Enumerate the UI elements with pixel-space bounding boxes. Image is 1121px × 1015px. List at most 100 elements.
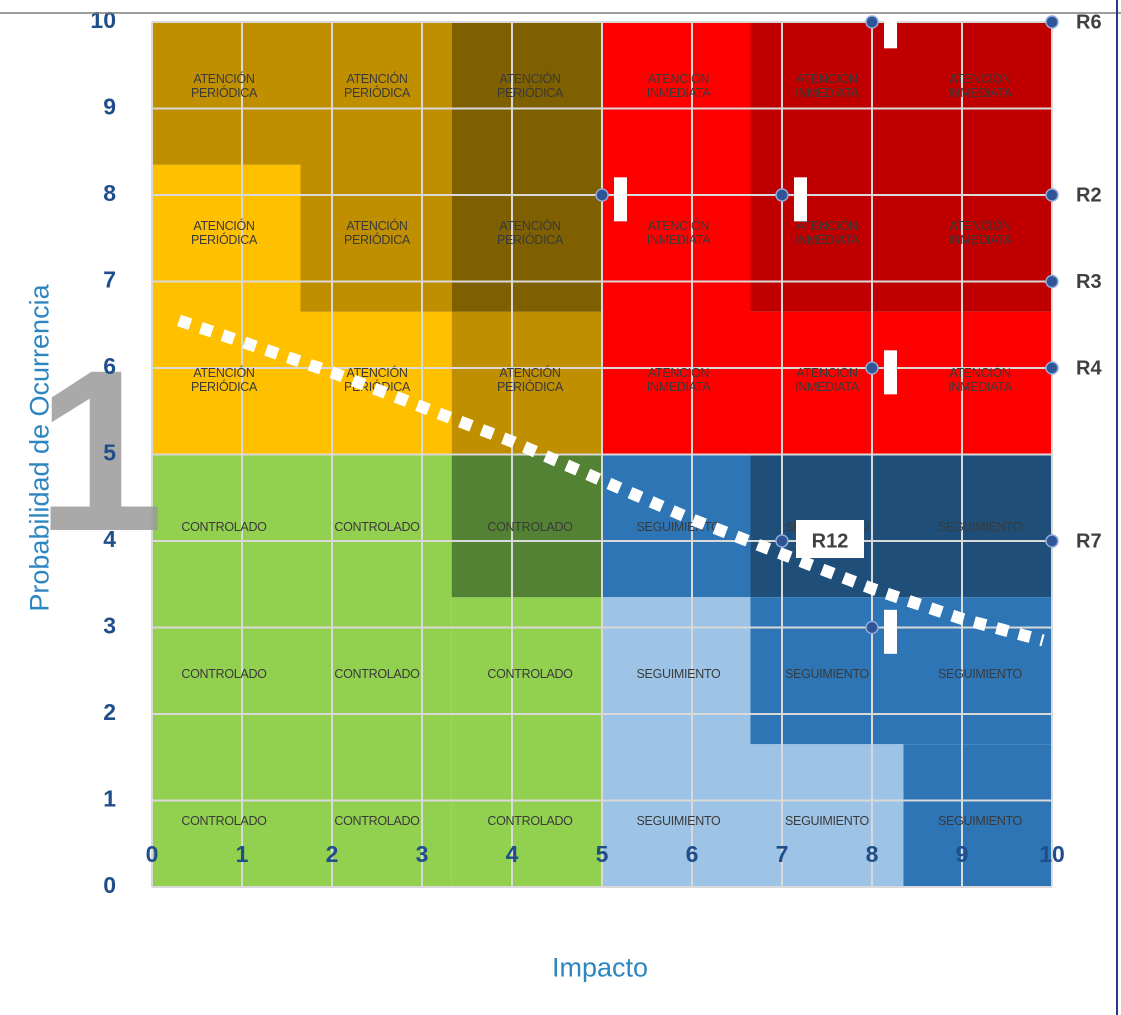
point-marker-bar <box>884 609 897 654</box>
zone-label: SEGUIMIENTO <box>637 814 722 828</box>
x-tick-label: 6 <box>686 841 699 867</box>
y-tick-label: 5 <box>103 440 116 466</box>
point-marker-bar <box>794 177 807 222</box>
data-points <box>595 15 1059 635</box>
point-label: R2 <box>1076 184 1102 206</box>
data-point <box>865 361 879 375</box>
risk-zone <box>602 597 751 887</box>
watermark: 1 <box>36 322 164 579</box>
zone-label: SEGUIMIENTO <box>938 667 1023 681</box>
zone-label: ATENCIÓN INMEDIATA <box>647 71 711 100</box>
zone-label: SEGUIMIENTO <box>938 520 1023 534</box>
risk-zone <box>451 597 602 887</box>
data-point <box>775 188 789 202</box>
risk-zone <box>451 454 602 598</box>
y-tick-label: 1 <box>103 786 116 812</box>
zone-label: ATENCIÓN PERIÓDICA <box>497 71 564 100</box>
x-tick-label: 9 <box>956 841 969 867</box>
point-labels: R6 R2 R3 R4 R12 R7 <box>796 11 1102 558</box>
risk-zone <box>152 164 301 455</box>
x-tick-label: 1 <box>236 841 249 867</box>
risk-zone <box>451 311 602 455</box>
zone-label: ATENCIÓN PERIÓDICA <box>344 218 411 247</box>
zone-label: CONTROLADO <box>334 667 420 681</box>
grid-lines <box>151 21 1053 888</box>
risk-zone <box>750 22 1052 312</box>
x-axis-ticks: 0 1 2 3 4 5 6 7 8 9 10 <box>146 841 1065 867</box>
data-point <box>595 188 609 202</box>
risk-zone <box>300 311 452 455</box>
point-label: R3 <box>1076 271 1102 293</box>
zone-label: ATENCIÓN INMEDIATA <box>795 71 859 100</box>
point-marker-bar <box>614 177 627 222</box>
x-tick-label: 2 <box>326 841 339 867</box>
data-point <box>1045 15 1059 29</box>
zone-label: SEGUIMIENTO <box>637 520 722 534</box>
x-tick-label: 4 <box>506 841 519 867</box>
risk-zones <box>152 22 1052 887</box>
zone-label: CONTROLADO <box>487 667 573 681</box>
data-point <box>1045 534 1059 548</box>
zone-label: ATENCIÓN INMEDIATA <box>647 365 711 394</box>
risk-zone <box>300 22 452 312</box>
zone-label: SEGUIMIENTO <box>637 667 722 681</box>
data-point <box>1045 361 1059 375</box>
x-tick-label: 5 <box>596 841 609 867</box>
y-tick-label: 8 <box>103 180 116 206</box>
risk-zone <box>152 22 301 165</box>
risk-threshold-line <box>177 314 1045 647</box>
zone-label: ATENCIÓN INMEDIATA <box>948 365 1012 394</box>
zone-label: ATENCIÓN INMEDIATA <box>948 218 1012 247</box>
zone-label: SEGUIMIENTO <box>938 814 1023 828</box>
x-tick-label: 10 <box>1039 841 1065 867</box>
y-tick-label: 9 <box>103 94 116 120</box>
point-label: R6 <box>1076 11 1102 33</box>
x-axis-title: Impacto <box>551 952 649 983</box>
point-label: R12 <box>812 530 849 552</box>
risk-zone <box>750 744 904 887</box>
zone-label: CONTROLADO <box>487 520 573 534</box>
zone-label: ATENCIÓN PERIÓDICA <box>191 365 258 394</box>
risk-zone <box>451 22 602 312</box>
data-point <box>775 534 789 548</box>
point-label: R7 <box>1076 530 1102 552</box>
point-marker-bar <box>884 4 897 49</box>
x-tick-label: 0 <box>146 841 159 867</box>
y-tick-label: 2 <box>103 699 116 725</box>
y-tick-label: 3 <box>103 613 116 639</box>
x-tick-label: 8 <box>866 841 879 867</box>
zone-label: ATENCIÓN INMEDIATA <box>647 218 711 247</box>
data-point <box>865 15 879 29</box>
y-tick-label: 7 <box>103 267 116 293</box>
zone-label: CONTROLADO <box>487 814 573 828</box>
y-axis-ticks: 0 1 2 3 4 5 6 7 8 9 10 <box>90 7 116 898</box>
x-tick-label: 7 <box>776 841 789 867</box>
zone-label: ATENCIÓN PERIÓDICA <box>191 71 258 100</box>
zone-label: ATENCIÓN INMEDIATA <box>795 218 859 247</box>
x-tick-label: 3 <box>416 841 429 867</box>
y-tick-label: 0 <box>103 872 116 898</box>
zone-label: ATENCIÓN INMEDIATA <box>948 71 1012 100</box>
risk-zone <box>903 744 1052 887</box>
point-markers <box>614 4 897 654</box>
data-point <box>1045 188 1059 202</box>
risk-zone <box>602 22 751 455</box>
zone-label: ATENCIÓN INMEDIATA <box>795 365 859 394</box>
zone-label: CONTROLADO <box>334 814 420 828</box>
zone-label: CONTROLADO <box>334 520 420 534</box>
data-point <box>865 620 879 635</box>
y-tick-label: 4 <box>103 526 116 552</box>
zone-label: CONTROLADO <box>181 520 267 534</box>
zone-label: ATENCIÓN PERIÓDICA <box>191 218 258 247</box>
y-tick-label: 10 <box>90 7 116 33</box>
threshold-dotted-line <box>177 314 1045 647</box>
point-label-box <box>796 520 864 558</box>
zone-label: SEGUIMIENTO <box>785 667 870 681</box>
risk-zone <box>152 454 452 887</box>
watermark-text: 1 <box>36 322 164 579</box>
zone-label: ATENCIÓN PERIÓDICA <box>344 71 411 100</box>
risk-zone <box>750 597 1052 745</box>
frame-right-border <box>1116 0 1118 1015</box>
zone-label: ATENCIÓN PERIÓDICA <box>497 218 564 247</box>
